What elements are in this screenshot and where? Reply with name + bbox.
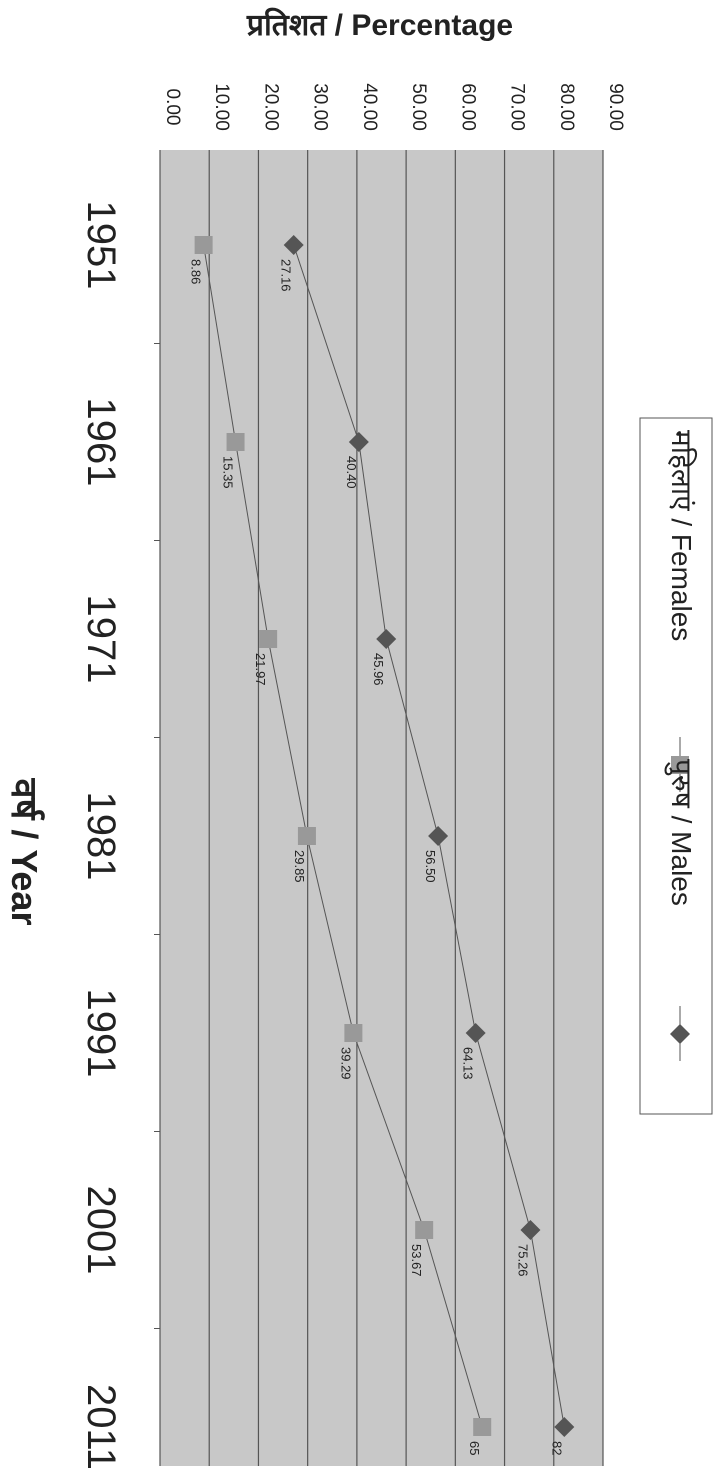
legend-square-marker [671,756,689,774]
male-data-point [376,629,397,649]
x-tick-label: 1971 [79,595,123,684]
male-data-point [348,432,369,452]
x-axis-label: वर्ष / Year [4,778,45,926]
data-label: 29.85 [292,850,307,883]
female-data-point [473,1418,492,1436]
data-label: 45.96 [371,653,386,686]
legend-label: पुरुष / Males [664,759,697,906]
data-label: 56.50 [423,850,438,883]
data-label: 75.26 [515,1244,530,1277]
y-tick-label: 50.00 [408,83,429,131]
x-tick-label: 1981 [79,792,123,881]
data-labels: 27.16 40.40 45.96 56.50 64.13 75.26 82 8.86 15.3… [189,259,565,1455]
legend-diamond-marker [670,1024,690,1044]
data-label: 65 [467,1441,482,1455]
male-data-point [520,1220,541,1240]
data-label: 82 [549,1441,564,1455]
data-label: 39.29 [338,1047,353,1080]
data-label: 8.86 [189,259,204,284]
data-label: 15.35 [221,456,236,489]
female-data-point [226,433,245,451]
x-tick-label: 1961 [79,398,123,487]
plot-area [160,150,603,1466]
y-tick-label: 10.00 [211,83,232,131]
male-data-point [554,1417,575,1437]
y-tick-label: 30.00 [310,83,331,131]
female-data-point [259,630,278,648]
data-label: 21.97 [253,653,268,686]
female-data-point [194,236,213,254]
x-axis-ticks: 1951 1961 1971 1981 1991 2001 2011 [79,201,160,1470]
data-label: 27.16 [279,259,294,292]
female-data-point [344,1024,363,1042]
gridlines [159,150,604,1466]
x-tick-label: 2001 [79,1186,123,1275]
y-axis-ticks: 0.00 10.00 20.00 30.00 40.00 50.00 60.00 70.00 8… [162,83,626,131]
data-label: 40.40 [344,456,359,489]
legend-label: महिलाएं / Females [666,430,698,641]
male-data-point [465,1023,486,1043]
x-tick-label: 2011 [79,1384,123,1470]
y-axis-label: प्रतिशत / Percentage [246,7,513,42]
y-tick-label: 40.00 [359,83,380,131]
data-label: 64.13 [461,1047,476,1080]
female-data-point [297,827,316,845]
legend: महिलाएं / Females पुरुष / Males [639,417,713,1115]
male-data-point [283,235,304,255]
x-tick-label: 1951 [79,201,123,290]
y-tick-label: 60.00 [457,83,478,131]
male-data-point [428,826,449,846]
y-tick-label: 80.00 [556,83,577,131]
y-tick-label: 90.00 [605,83,626,131]
data-label: 53.67 [409,1244,424,1277]
female-data-point [415,1221,434,1239]
y-tick-label: 70.00 [507,83,528,131]
series-markers [194,235,575,1437]
x-tick-label: 1991 [79,989,123,1078]
y-tick-label: 0.00 [162,89,183,126]
y-tick-label: 20.00 [260,83,281,131]
